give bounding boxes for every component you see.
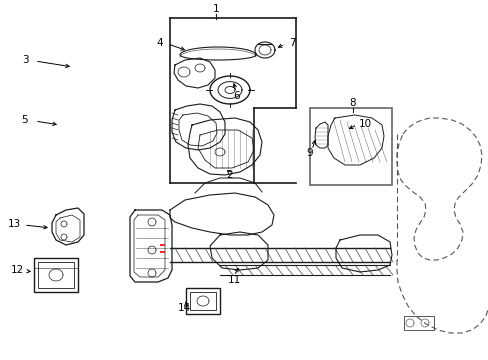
Text: 3: 3: [21, 55, 28, 65]
Text: 6: 6: [233, 91, 240, 101]
Text: 10: 10: [358, 119, 371, 129]
Bar: [309, 108, 391, 185]
Text: 5: 5: [21, 115, 28, 125]
Text: 8: 8: [349, 98, 356, 108]
Text: 12: 12: [10, 265, 23, 275]
Text: 1: 1: [212, 4, 219, 14]
Bar: [38, 262, 74, 288]
Text: 7: 7: [288, 38, 295, 48]
Text: 11: 11: [227, 275, 240, 285]
Bar: [190, 292, 216, 310]
Bar: [403, 316, 433, 330]
Text: 4: 4: [156, 38, 163, 48]
Text: 13: 13: [7, 219, 20, 229]
Bar: [185, 288, 220, 314]
Text: 2: 2: [226, 170, 233, 180]
Text: 14: 14: [177, 303, 190, 313]
Text: 9: 9: [306, 148, 313, 158]
Bar: [34, 258, 78, 292]
